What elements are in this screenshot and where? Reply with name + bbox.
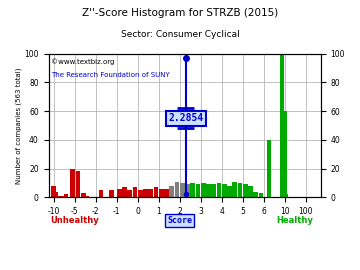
Bar [127,190,132,197]
Bar [217,183,221,197]
Bar [58,196,62,197]
Bar [196,184,200,197]
Bar [233,181,237,197]
Bar [259,193,263,197]
Bar [60,196,64,197]
Text: The Research Foundation of SUNY: The Research Foundation of SUNY [51,72,170,78]
Text: Unhealthy: Unhealthy [50,216,99,225]
Bar [154,187,158,197]
Bar [201,183,206,197]
Y-axis label: Number of companies (563 total): Number of companies (563 total) [15,67,22,184]
Bar [283,194,288,197]
Bar [122,187,127,197]
Bar [81,193,86,197]
Bar [85,196,89,197]
Text: Healthy: Healthy [277,216,314,225]
Bar [211,184,216,197]
Bar [70,169,75,197]
Bar [266,140,271,197]
Text: Z''-Score Histogram for STRZB (2015): Z''-Score Histogram for STRZB (2015) [82,8,278,18]
Bar [148,189,153,197]
Bar [159,189,163,197]
Bar [175,181,179,197]
Bar [248,186,253,197]
Bar [99,190,103,197]
Bar [117,189,122,197]
Bar [164,189,169,197]
Bar [206,184,211,197]
Bar [109,190,114,197]
Bar [222,184,226,197]
Bar [170,186,174,197]
Bar [138,190,143,197]
Bar [190,183,195,197]
Bar [283,111,287,197]
Bar [180,183,185,197]
Bar [55,196,60,197]
Bar [238,183,242,197]
Bar [185,184,190,197]
Text: Sector: Consumer Cyclical: Sector: Consumer Cyclical [121,30,239,39]
Bar [76,171,80,197]
Bar [243,184,248,197]
Bar [280,54,284,197]
Bar [64,194,68,197]
Bar [51,186,56,197]
Bar [53,192,58,197]
Bar [253,192,258,197]
Text: ©www.textbiz.org: ©www.textbiz.org [51,58,114,65]
Bar [143,189,148,197]
Text: Score: Score [167,216,192,225]
Bar [62,196,66,197]
Bar [51,194,56,197]
Bar [132,187,137,197]
Text: 2.2854: 2.2854 [169,113,204,123]
Bar [227,186,232,197]
